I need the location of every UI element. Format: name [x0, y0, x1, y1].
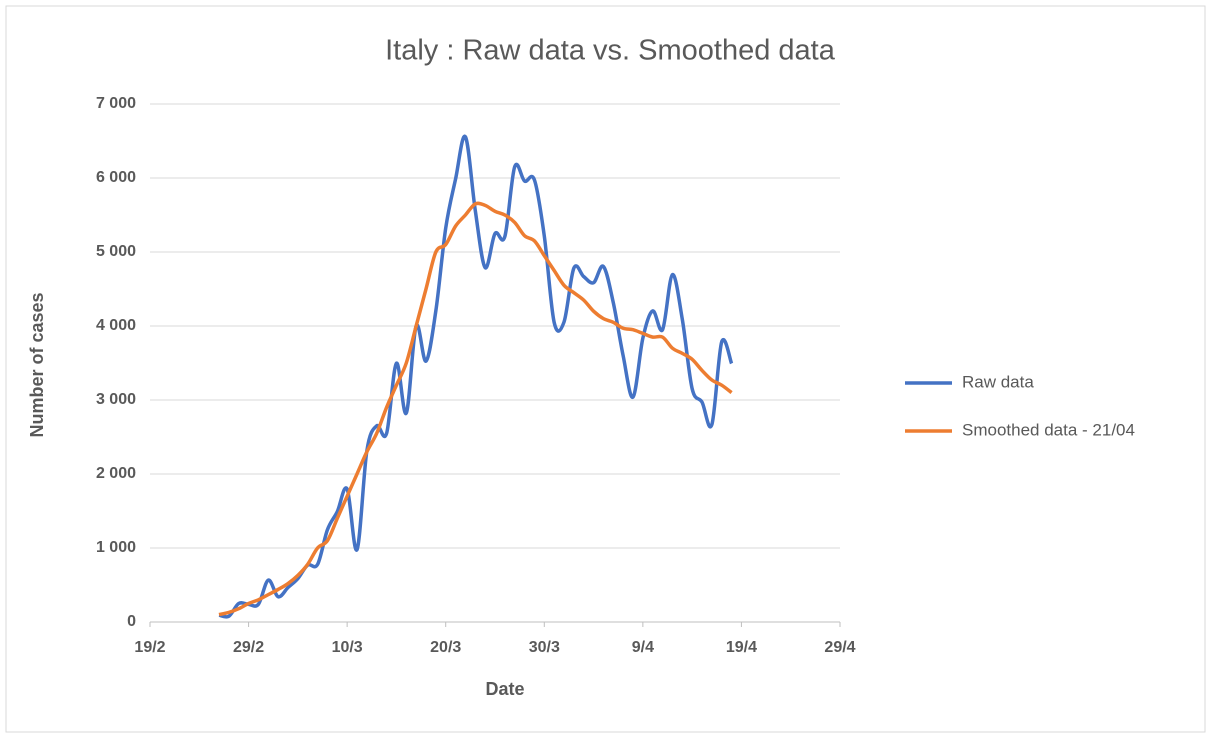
chart-title: Italy : Raw data vs. Smoothed data: [385, 35, 836, 67]
x-tick-label: 20/3: [430, 639, 461, 656]
x-axis-title: Date: [485, 679, 524, 699]
y-axis-title: Number of cases: [27, 292, 47, 437]
x-tick-label: 9/4: [632, 639, 654, 656]
legend-label: Raw data: [962, 372, 1034, 391]
x-tick-label: 19/2: [134, 639, 165, 656]
x-tick-label: 29/4: [824, 639, 855, 656]
y-tick-label: 2 000: [96, 465, 136, 482]
x-tick-label: 30/3: [529, 639, 560, 656]
chart-border: [5, 5, 1206, 733]
y-tick-label: 7 000: [96, 95, 136, 112]
x-tick-label: 10/3: [332, 639, 363, 656]
y-tick-label: 3 000: [96, 391, 136, 408]
legend-label: Smoothed data - 21/04: [962, 420, 1135, 439]
y-tick-label: 5 000: [96, 243, 136, 260]
series-line: [218, 201, 733, 617]
y-tick-label: 1 000: [96, 539, 136, 556]
x-tick-label: 29/2: [233, 639, 264, 656]
x-tick-label: 19/4: [726, 639, 757, 656]
y-tick-label: 6 000: [96, 169, 136, 186]
y-tick-label: 4 000: [96, 317, 136, 334]
y-tick-label: 0: [127, 613, 136, 630]
